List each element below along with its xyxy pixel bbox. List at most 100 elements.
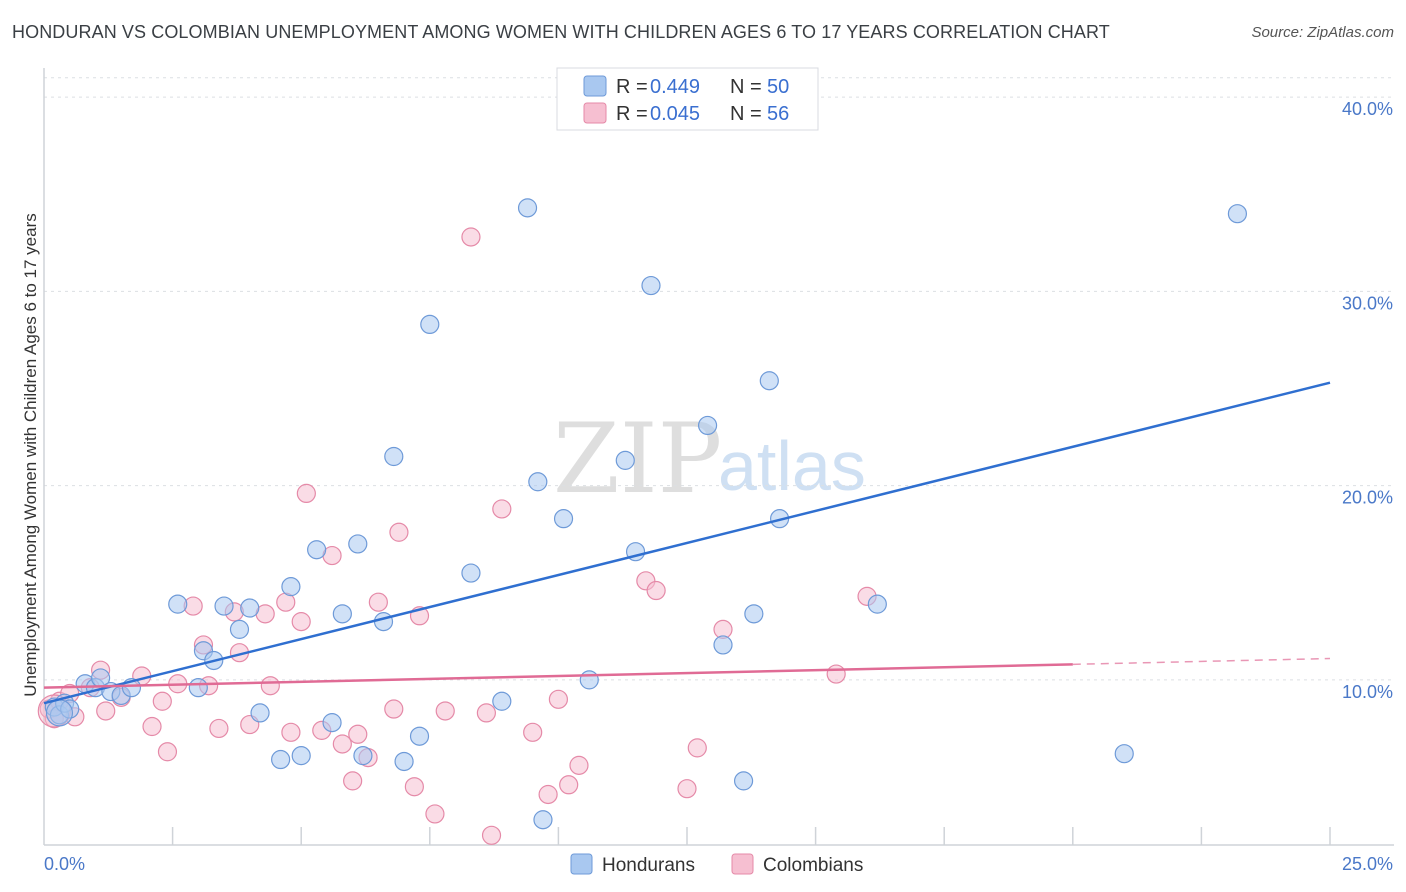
- colombians-point-35: [389, 522, 409, 542]
- bottom-legend-hondurans: Hondurans: [602, 855, 695, 876]
- hondurans-point-49: [1227, 204, 1248, 224]
- colombians-point-7: [96, 701, 116, 721]
- x-axis-ticks: [171, 827, 1331, 845]
- hondurans-point-19: [281, 577, 301, 597]
- colombians-point-45: [538, 784, 558, 805]
- legend-r-value-1: 0.449: [650, 76, 700, 98]
- colombians-point-48: [569, 755, 589, 775]
- hondurans-point-28: [394, 751, 414, 772]
- trend-lines: [43, 381, 1331, 705]
- hondurans-point-30: [420, 314, 440, 335]
- bottom-legend-swatch-hondurans: [570, 853, 593, 875]
- legend-n-value-2: 56: [767, 103, 789, 125]
- colombians-point-47: [559, 775, 579, 795]
- chart-title: HONDURAN VS COLOMBIAN UNEMPLOYMENT AMONG…: [12, 22, 1110, 42]
- source-label: Source: ZipAtlas.com: [1251, 24, 1394, 41]
- hondurans-point-35: [533, 810, 553, 830]
- hondurans-point-32: [492, 691, 512, 711]
- colombians-point-11: [152, 691, 172, 711]
- hondurans-point-38: [615, 450, 635, 470]
- hondurans-point-45: [759, 371, 779, 391]
- colombians-point-51: [677, 779, 697, 799]
- colombians-trend-line-extension: [1072, 657, 1331, 666]
- colombians-point-39: [435, 701, 455, 721]
- hondurans-point-11: [188, 678, 208, 698]
- colombians-point-25: [291, 612, 311, 632]
- colombians-point-26: [296, 483, 316, 504]
- hondurans-point-40: [641, 275, 661, 296]
- hondurans-point-34: [528, 472, 548, 492]
- colombians-trend-line: [43, 663, 1073, 689]
- hondurans-point-27: [384, 446, 404, 467]
- colombians-point-10: [142, 716, 162, 737]
- colombians-point-17: [209, 718, 229, 739]
- colombians-point-29: [332, 734, 352, 754]
- colombians-point-52: [687, 738, 707, 758]
- series-colombians: [37, 227, 877, 845]
- correlation-legend: R = 0.449 N = 50 R = 0.045 N = 56: [556, 67, 819, 131]
- colombians-point-38: [425, 804, 445, 824]
- hondurans-point-37: [579, 670, 599, 690]
- hondurans-point-15: [229, 619, 250, 639]
- hondurans-point-23: [332, 604, 352, 624]
- gridlines: [44, 77, 1394, 681]
- y-tick-label-30: 30.0%: [1342, 293, 1393, 313]
- colombians-point-40: [461, 227, 481, 247]
- hondurans-point-44: [744, 604, 764, 624]
- x-tick-label-min: 0.0%: [44, 854, 85, 874]
- hondurans-point-24: [348, 534, 368, 554]
- hondurans-point-10: [168, 594, 188, 614]
- colombians-point-34: [384, 699, 404, 719]
- colombians-point-24: [281, 722, 301, 742]
- legend-r-value-2: 0.045: [650, 103, 700, 125]
- hondurans-point-47: [867, 594, 887, 614]
- hondurans-point-14: [214, 596, 234, 616]
- legend-n-label-1: N =: [730, 76, 762, 98]
- legend-r-label-2: R =: [616, 103, 648, 125]
- y-tick-labels: 10.0% 20.0% 30.0% 40.0%: [1342, 99, 1393, 702]
- hondurans-point-16: [240, 598, 260, 618]
- hondurans-point-17: [250, 703, 270, 723]
- colombians-point-42: [481, 825, 502, 845]
- watermark-zip: ZIP: [553, 403, 722, 515]
- colombians-point-33: [368, 592, 388, 612]
- watermark-atlas: atlas: [718, 427, 866, 505]
- colombians-point-22: [260, 676, 280, 696]
- bottom-legend-colombians: Colombians: [763, 855, 863, 876]
- colombians-point-12: [157, 742, 178, 762]
- hondurans-point-26: [373, 612, 394, 632]
- legend-n-label-2: N =: [730, 103, 762, 125]
- colombians-point-46: [548, 689, 569, 709]
- hondurans-point-43: [733, 771, 754, 791]
- y-tick-label-10: 10.0%: [1342, 682, 1393, 702]
- hondurans-point-21: [307, 540, 327, 560]
- y-tick-label-20: 20.0%: [1342, 488, 1393, 508]
- hondurans-point-41: [697, 415, 718, 436]
- colombians-point-50: [646, 580, 666, 601]
- hondurans-trend-line: [43, 381, 1331, 705]
- hondurans-point-20: [291, 746, 311, 766]
- hondurans-point-36: [553, 509, 574, 529]
- y-axis-title: Unemployment Among Women with Children A…: [21, 213, 40, 697]
- hondurans-point-18: [271, 749, 291, 770]
- hondurans-point-25: [353, 746, 373, 766]
- colombians-point-43: [492, 499, 512, 519]
- colombians-point-30: [343, 771, 363, 791]
- legend-n-value-1: 50: [767, 76, 789, 98]
- legend-swatch-colombians: [583, 102, 607, 124]
- hondurans-point-22: [322, 713, 342, 733]
- colombians-point-31: [348, 724, 368, 744]
- x-tick-label-max: 25.0%: [1342, 854, 1393, 874]
- hondurans-point-42: [713, 635, 733, 655]
- hondurans-point-48: [1114, 744, 1134, 764]
- hondurans-point-29: [409, 726, 430, 746]
- colombians-point-44: [523, 722, 543, 742]
- hondurans-point-31: [461, 563, 481, 583]
- y-tick-label-40: 40.0%: [1342, 99, 1393, 119]
- hondurans-point-33: [517, 198, 538, 218]
- hondurans-cluster-point: [45, 699, 74, 727]
- legend-r-label-1: R =: [616, 76, 648, 98]
- bottom-legend-swatch-colombians: [731, 853, 754, 875]
- colombians-point-54: [826, 664, 846, 684]
